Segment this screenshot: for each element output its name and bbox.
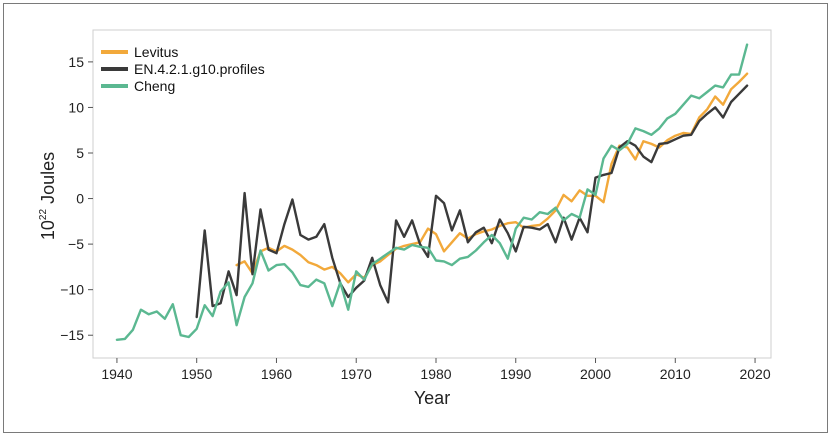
figure-frame bbox=[3, 3, 828, 433]
series-line-levitus bbox=[235, 72, 749, 284]
legend-label: EN.4.2.1.g10.profiles bbox=[134, 61, 265, 77]
legend-label: Levitus bbox=[134, 44, 178, 60]
y-tick-label: 10 bbox=[68, 99, 84, 115]
x-tick-label: 1950 bbox=[181, 366, 212, 382]
x-tick-label: 1960 bbox=[261, 366, 292, 382]
x-tick-label: 2020 bbox=[739, 366, 770, 382]
x-axis-label: Year bbox=[414, 388, 450, 408]
series-line-cheng bbox=[115, 43, 749, 341]
y-tick-label: −5 bbox=[68, 236, 84, 252]
y-tick-label: 5 bbox=[76, 145, 84, 161]
series-line-en-4-2-1-g10-profiles bbox=[195, 84, 749, 319]
x-tick-label: 2000 bbox=[580, 366, 611, 382]
y-tick-label: −10 bbox=[60, 282, 84, 298]
x-tick-label: 1970 bbox=[341, 366, 372, 382]
y-tick-label: 0 bbox=[76, 191, 84, 207]
x-tick-label: 1980 bbox=[420, 366, 451, 382]
y-tick-label: −15 bbox=[60, 327, 84, 343]
x-tick-label: 1990 bbox=[500, 366, 531, 382]
y-axis-label: 1022 Joules bbox=[38, 152, 58, 240]
x-tick-label: 2010 bbox=[660, 366, 691, 382]
legend-label: Cheng bbox=[134, 78, 175, 94]
x-tick-label: 1940 bbox=[101, 366, 132, 382]
y-tick-label: 15 bbox=[68, 54, 84, 70]
plot-area bbox=[92, 29, 772, 359]
